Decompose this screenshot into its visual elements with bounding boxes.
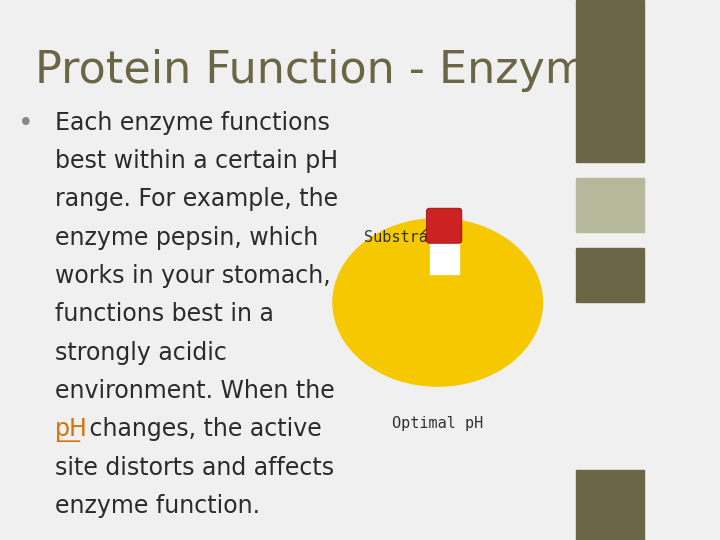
Bar	[576, 470, 644, 540]
Text: works in your stomach,: works in your stomach,	[55, 264, 330, 288]
Text: Optimal pH: Optimal pH	[392, 416, 483, 431]
Bar	[576, 178, 644, 232]
Bar	[576, 248, 644, 302]
Text: Each enzyme functions: Each enzyme functions	[55, 111, 330, 134]
FancyBboxPatch shape	[426, 208, 462, 243]
Bar	[430, 239, 459, 274]
Text: enzyme function.: enzyme function.	[55, 494, 260, 518]
Text: environment. When the: environment. When the	[55, 379, 335, 403]
Text: pH: pH	[55, 417, 88, 441]
Text: site distorts and affects: site distorts and affects	[55, 456, 334, 480]
Text: •: •	[18, 111, 34, 137]
Text: range. For example, the: range. For example, the	[55, 187, 338, 211]
Text: functions best in a: functions best in a	[55, 302, 274, 326]
Text: best within a certain pH: best within a certain pH	[55, 149, 338, 173]
Text: enzyme pepsin, which: enzyme pepsin, which	[55, 226, 318, 249]
Ellipse shape	[333, 219, 542, 386]
Text: Substrate: Substrate	[364, 230, 446, 245]
Text: changes, the active: changes, the active	[82, 417, 322, 441]
Text: strongly acidic: strongly acidic	[55, 341, 227, 364]
Bar	[576, 0, 644, 162]
Text: Protein Function - Enzymes: Protein Function - Enzymes	[35, 49, 639, 92]
